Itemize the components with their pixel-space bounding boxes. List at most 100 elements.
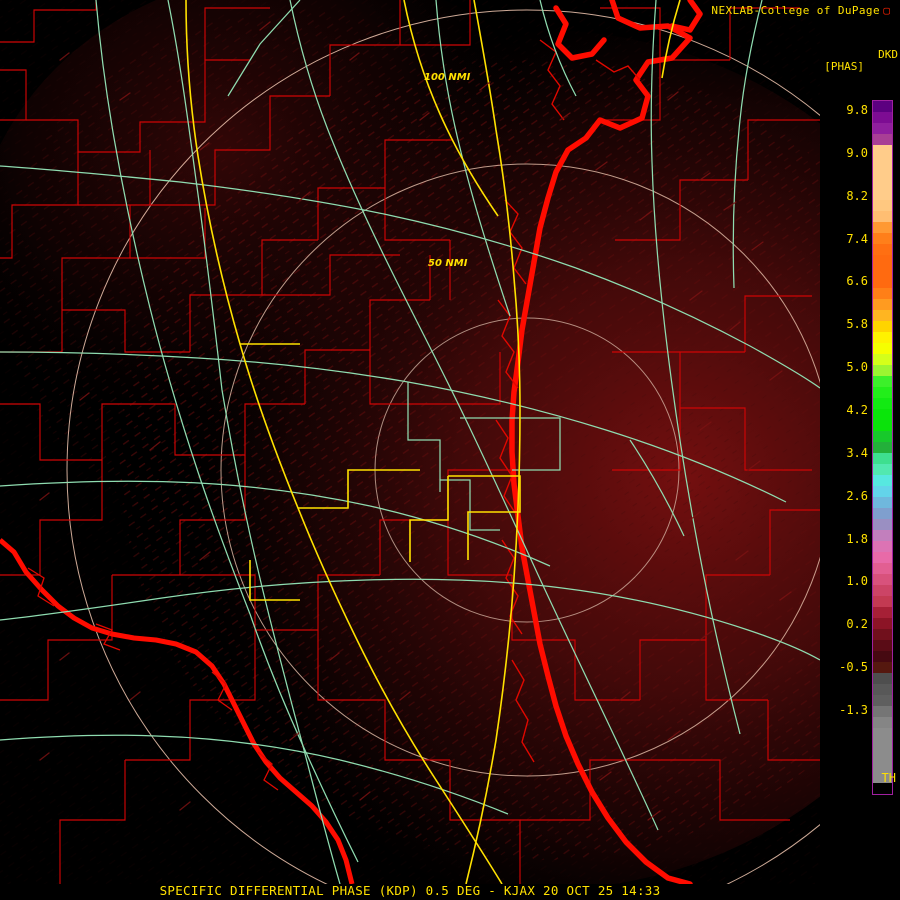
colorbar-tick: -1.3 xyxy=(839,703,868,717)
colorbar-swatch xyxy=(873,233,892,244)
colorbar-tick: 1.0 xyxy=(846,574,868,589)
colorbar-tick: 0.2 xyxy=(846,617,868,632)
colorbar-swatch xyxy=(873,530,892,541)
colorbar-swatch xyxy=(873,651,892,662)
gulf-coastline xyxy=(0,538,355,884)
colorbar-swatch xyxy=(873,123,892,134)
colorbar-tick: 3.4 xyxy=(846,445,868,460)
colorbar-swatch xyxy=(873,464,892,475)
colorbar-swatch xyxy=(873,398,892,409)
colorbar-swatch xyxy=(873,178,892,189)
colorbar-swatch xyxy=(873,662,892,673)
colorbar-tick-labels: 9.8 9.0 8.2 7.4 6.6 5.8 5.0 4.2 3.4 2.6 1.8 1.0 0.2 -… xyxy=(820,0,872,900)
radar-map-svg xyxy=(0,0,820,884)
colorbar-swatch xyxy=(873,211,892,222)
colorbar-swatch xyxy=(873,629,892,640)
colorbar-swatch xyxy=(873,156,892,167)
colorbar-swatch xyxy=(873,343,892,354)
colorbar-swatch xyxy=(873,321,892,332)
colorbar-swatch xyxy=(873,728,892,739)
highways xyxy=(0,0,820,884)
colorbar-swatch xyxy=(873,596,892,607)
colorbar-swatch xyxy=(873,167,892,178)
colorbar-swatch xyxy=(873,134,892,145)
range-ring-150nmi xyxy=(66,9,820,884)
colorbar-tick: 5.8 xyxy=(846,317,868,332)
atlantic-coastline xyxy=(509,0,703,884)
colorbar-swatch xyxy=(873,365,892,376)
colorbar-swatch xyxy=(873,387,892,398)
range-ring-100nmi xyxy=(220,163,820,777)
colorbar-swatch xyxy=(873,574,892,585)
colorbar-swatch xyxy=(873,706,892,717)
colorbar-scale[interactable] xyxy=(872,100,893,795)
colorbar-swatch xyxy=(873,299,892,310)
colorbar-bottom-label: TH xyxy=(881,771,896,785)
colorbar-tick: 9.0 xyxy=(846,145,868,160)
colorbar-tick: 6.6 xyxy=(846,274,868,289)
colorbar-swatch xyxy=(873,772,892,783)
colorbar-swatch xyxy=(873,585,892,596)
colorbar-swatch xyxy=(873,783,892,794)
colorbar-swatch xyxy=(873,640,892,651)
colorbar-swatch xyxy=(873,673,892,684)
colorbar-swatch xyxy=(873,739,892,750)
colorbar-swatch xyxy=(873,552,892,563)
interstates xyxy=(185,0,681,884)
colorbar-swatch xyxy=(873,618,892,629)
colorbar-swatch xyxy=(873,607,892,618)
colorbar-swatch xyxy=(873,101,892,112)
colorbar-swatch xyxy=(873,717,892,728)
colorbar-swatch xyxy=(873,519,892,530)
noise-field xyxy=(0,0,820,884)
colorbar-units-label: [PHAS] xyxy=(824,60,864,73)
colorbar-swatch xyxy=(873,750,892,761)
colorbar-swatch xyxy=(873,497,892,508)
colorbar-tick: 8.2 xyxy=(846,188,868,203)
colorbar-swatch xyxy=(873,354,892,365)
colorbar-swatch xyxy=(873,200,892,211)
colorbar-swatch xyxy=(873,420,892,431)
colorbar-tick: -0.5 xyxy=(839,660,868,675)
colorbar-swatch xyxy=(873,244,892,255)
gulf-coastline-detail xyxy=(27,567,279,791)
colorbar-swatch xyxy=(873,255,892,266)
colorbar-swatch xyxy=(873,189,892,200)
echo-speckle xyxy=(39,21,792,821)
branding-text: NEXLAB-College of DuPage xyxy=(711,4,880,17)
colorbar-swatch xyxy=(873,266,892,277)
radar-map[interactable]: 100 NMI 50 NMI xyxy=(0,0,820,884)
colorbar-swatch xyxy=(873,541,892,552)
colorbar-swatch xyxy=(873,376,892,387)
colorbar-swatch xyxy=(873,431,892,442)
coastline-detail xyxy=(495,39,641,763)
colorbar-swatch xyxy=(873,310,892,321)
colorbar-panel: DKD [PHAS] 9.8 9.0 8.2 7.4 6.6 5.8 5.0 4.2 3.4 2.… xyxy=(820,0,900,900)
colorbar-swatch xyxy=(873,453,892,464)
colorbar-tick: 2.6 xyxy=(846,488,868,503)
colorbar-swatch xyxy=(873,409,892,420)
colorbar-swatch xyxy=(873,145,892,156)
colorbar-swatch xyxy=(873,486,892,497)
colorbar-tick: 1.8 xyxy=(846,531,868,546)
colorbar-swatch xyxy=(873,695,892,706)
range-ring-label-100nmi: 100 NMI xyxy=(424,72,471,83)
colorbar-swatch xyxy=(873,277,892,288)
colorbar-swatch xyxy=(873,563,892,574)
product-caption: SPECIFIC DIFFERENTIAL PHASE (KDP) 0.5 DE… xyxy=(159,883,661,898)
colorbar-swatch xyxy=(873,332,892,343)
colorbar-swatch xyxy=(873,684,892,695)
colorbar-tick: 4.2 xyxy=(846,403,868,417)
colorbar-tick: 7.4 xyxy=(846,231,868,246)
colorbar-swatch xyxy=(873,442,892,453)
colorbar-tick: 5.0 xyxy=(846,360,868,375)
colorbar-swatch xyxy=(873,112,892,123)
colorbar-product-label: DKD xyxy=(878,48,898,61)
range-ring-label-50nmi: 50 NMI xyxy=(428,258,468,269)
branding-header: NEXLAB-College of DuPage ▢ xyxy=(711,4,890,17)
colorbar-swatch xyxy=(873,761,892,772)
colorbar-swatch xyxy=(873,222,892,233)
colorbar-swatch xyxy=(873,475,892,486)
colorbar-swatch xyxy=(873,288,892,299)
